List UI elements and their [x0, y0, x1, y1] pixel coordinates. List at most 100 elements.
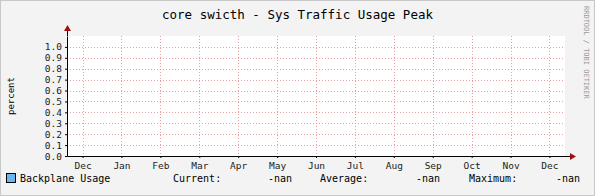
plot-area	[67, 36, 565, 156]
x-tick-label: Jul	[347, 160, 364, 171]
x-tick: Jun	[308, 156, 325, 171]
y-tick-label: 1.0	[45, 41, 62, 52]
y-tick-label: 0.3	[45, 118, 62, 129]
x-tick-mark	[83, 156, 84, 158]
grid-line	[67, 145, 565, 146]
x-tick-label: Sep	[425, 160, 442, 171]
legend-label: Backplane Usage	[20, 173, 110, 184]
y-tick-label: 0.0	[45, 151, 62, 162]
legend-swatch	[7, 174, 16, 183]
x-tick-label: Dec	[541, 160, 558, 171]
x-tick: Dec	[74, 156, 91, 171]
x-tick-mark	[121, 156, 122, 158]
y-axis-title: percent	[6, 77, 16, 115]
y-tick-label: 0.4	[45, 107, 62, 118]
y-axis-line	[67, 37, 68, 157]
y-tick-mark	[65, 101, 67, 102]
legend: Backplane UsageCurrent:-nanAverage:-nanM…	[7, 173, 581, 184]
y-tick: 0.2	[45, 129, 67, 140]
x-tick: Jul	[347, 156, 364, 171]
y-tick-mark	[65, 123, 67, 124]
x-tick-mark	[472, 156, 473, 158]
grid-line	[83, 36, 84, 156]
background	[1, 1, 595, 196]
y-tick: 0.8	[45, 63, 67, 74]
y-tick-label: 0.9	[45, 52, 62, 63]
axis-arrows	[64, 25, 576, 160]
grid-line	[67, 80, 565, 81]
stat-value: -nan	[268, 173, 292, 184]
x-tick-label: Dec	[74, 160, 91, 171]
x-tick-label: Jun	[308, 160, 325, 171]
y-tick-label: 0.2	[45, 129, 62, 140]
y-tick: 0.1	[45, 140, 67, 151]
y-tick-mark	[65, 145, 67, 146]
stat-value: -nan	[416, 173, 440, 184]
x-tick: Oct	[464, 156, 481, 171]
x-tick-label: Nov	[502, 160, 519, 171]
y-tick: 0.6	[45, 85, 67, 96]
grid-line	[549, 36, 550, 156]
grid-line	[67, 101, 565, 102]
grid-line	[238, 36, 239, 156]
x-tick-mark	[316, 156, 317, 158]
grid-line	[511, 36, 512, 156]
x-tick-mark	[238, 156, 239, 158]
y-tick: 0.4	[45, 107, 67, 118]
x-tick: Apr	[230, 156, 247, 171]
grid-line	[67, 91, 565, 92]
stat-value: -nan	[556, 173, 580, 184]
y-arrow	[64, 25, 71, 31]
y-tick: 0.9	[45, 52, 67, 63]
grid-line	[394, 36, 395, 156]
y-tick-mark	[65, 58, 67, 59]
x-tick: Jan	[113, 156, 130, 171]
y-tick: 1.0	[45, 41, 67, 52]
x-tick-label: Jan	[113, 160, 130, 171]
x-tick: May	[269, 156, 286, 171]
y-tick-mark	[65, 134, 67, 135]
grid-line	[277, 36, 278, 156]
grid-line	[472, 36, 473, 156]
grid-line	[67, 58, 565, 59]
y-tick-mark	[65, 69, 67, 70]
x-tick-mark	[199, 156, 200, 158]
x-tick-label: Aug	[386, 160, 403, 171]
stat-label: Current:	[173, 173, 221, 184]
grid-line	[121, 36, 122, 156]
grid-line	[199, 36, 200, 156]
y-tick-mark	[65, 112, 67, 113]
y-tick: 0.3	[45, 118, 67, 129]
y-tick-mark	[65, 80, 67, 81]
x-tick: Mar	[191, 156, 208, 171]
x-tick-mark	[160, 156, 161, 158]
x-tick-mark	[355, 156, 356, 158]
x-tick-mark	[511, 156, 512, 158]
x-tick-mark	[433, 156, 434, 158]
grid-line	[67, 47, 565, 48]
x-tick-label: Mar	[191, 160, 208, 171]
x-arrow	[570, 153, 576, 160]
x-tick-label: Apr	[230, 160, 247, 171]
y-tick-label: 0.5	[45, 96, 62, 107]
x-tick-label: Feb	[152, 160, 169, 171]
x-tick-label: Oct	[464, 160, 481, 171]
y-tick-label: 0.6	[45, 85, 62, 96]
x-tick-mark	[394, 156, 395, 158]
x-tick-label: May	[269, 160, 286, 171]
x-axis-line	[68, 156, 566, 157]
watermark: RRDTOOL / TOBI OETIKER	[582, 6, 590, 100]
y-tick-label: 0.8	[45, 63, 62, 74]
y-tick-label: 0.1	[45, 140, 62, 151]
x-tick: Nov	[502, 156, 519, 171]
y-tick: 0.7	[45, 74, 67, 85]
stat-label: Maximum:	[469, 173, 517, 184]
x-axis: Dec Jan Feb Mar Apr May Jun Jul Aug Sep Oct Nov Dec	[68, 156, 566, 171]
y-tick-mark	[65, 91, 67, 92]
x-tick-mark	[277, 156, 278, 158]
title: core swicth - Sys Traffic Usage Peak	[162, 7, 433, 22]
y-tick-mark	[65, 47, 67, 48]
y-tick-label: 0.7	[45, 74, 62, 85]
grid-line	[67, 112, 565, 113]
grid-line	[67, 134, 565, 135]
